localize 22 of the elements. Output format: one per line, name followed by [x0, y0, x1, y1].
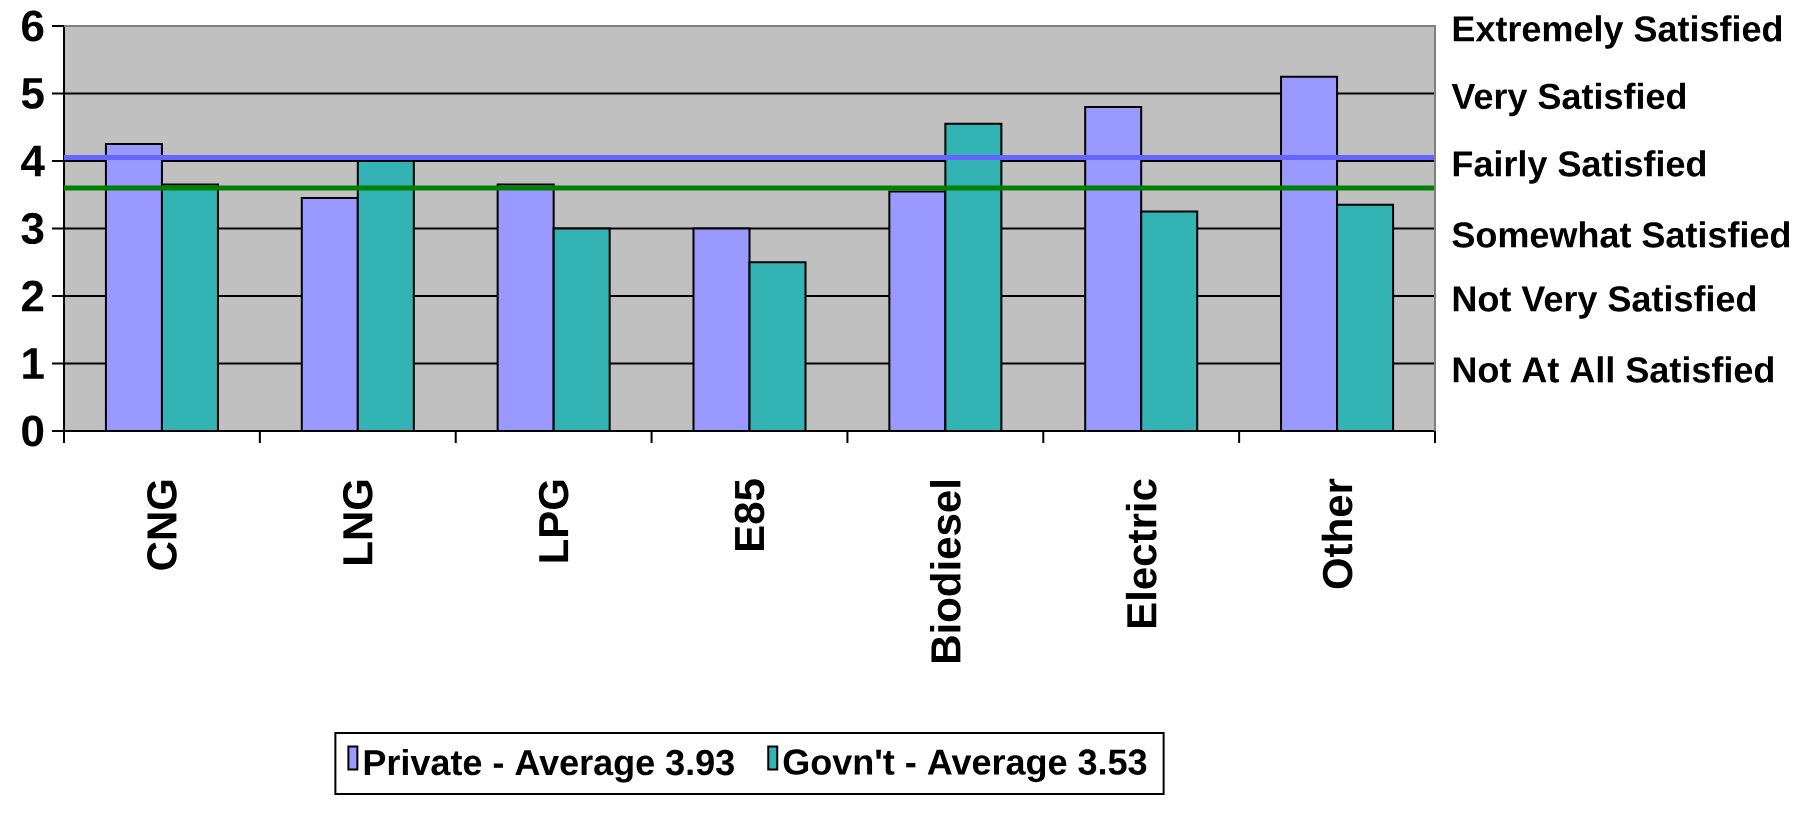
x-tick-label: Electric: [1125, 479, 1157, 627]
text: Not Very Satisfied: [1453, 285, 1756, 319]
y-tick-label: 6: [22, 10, 44, 42]
x-tick-label: CNG: [147, 480, 177, 570]
legend-label: Private - Average 3.93: [364, 748, 734, 783]
text: Fairly Satisfied: [1453, 150, 1706, 184]
y-tick-label: 3: [21, 212, 44, 245]
x-tick-label: Biodiesel: [929, 481, 961, 662]
y-tick-label: 4: [21, 145, 45, 177]
x-tick-label: E85: [734, 479, 765, 550]
y-tick-label: 0: [22, 415, 44, 447]
legend-label: Govn't - Average 3.53: [783, 749, 1147, 783]
x-tick-label: Other: [1321, 478, 1353, 589]
text: Extremely Satisfied: [1453, 15, 1782, 49]
x-tick-label: LPG: [538, 480, 569, 562]
text: Somewhat Satisfied: [1452, 221, 1790, 248]
text: Very Satisfied: [1451, 82, 1686, 117]
y-tick-label: 1: [23, 348, 44, 379]
y-tick-label: 2: [22, 280, 44, 312]
y-tick-label: 5: [21, 78, 44, 109]
text: Not At All Satisfied: [1453, 356, 1774, 383]
x-tick-label: LNG: [342, 480, 373, 564]
